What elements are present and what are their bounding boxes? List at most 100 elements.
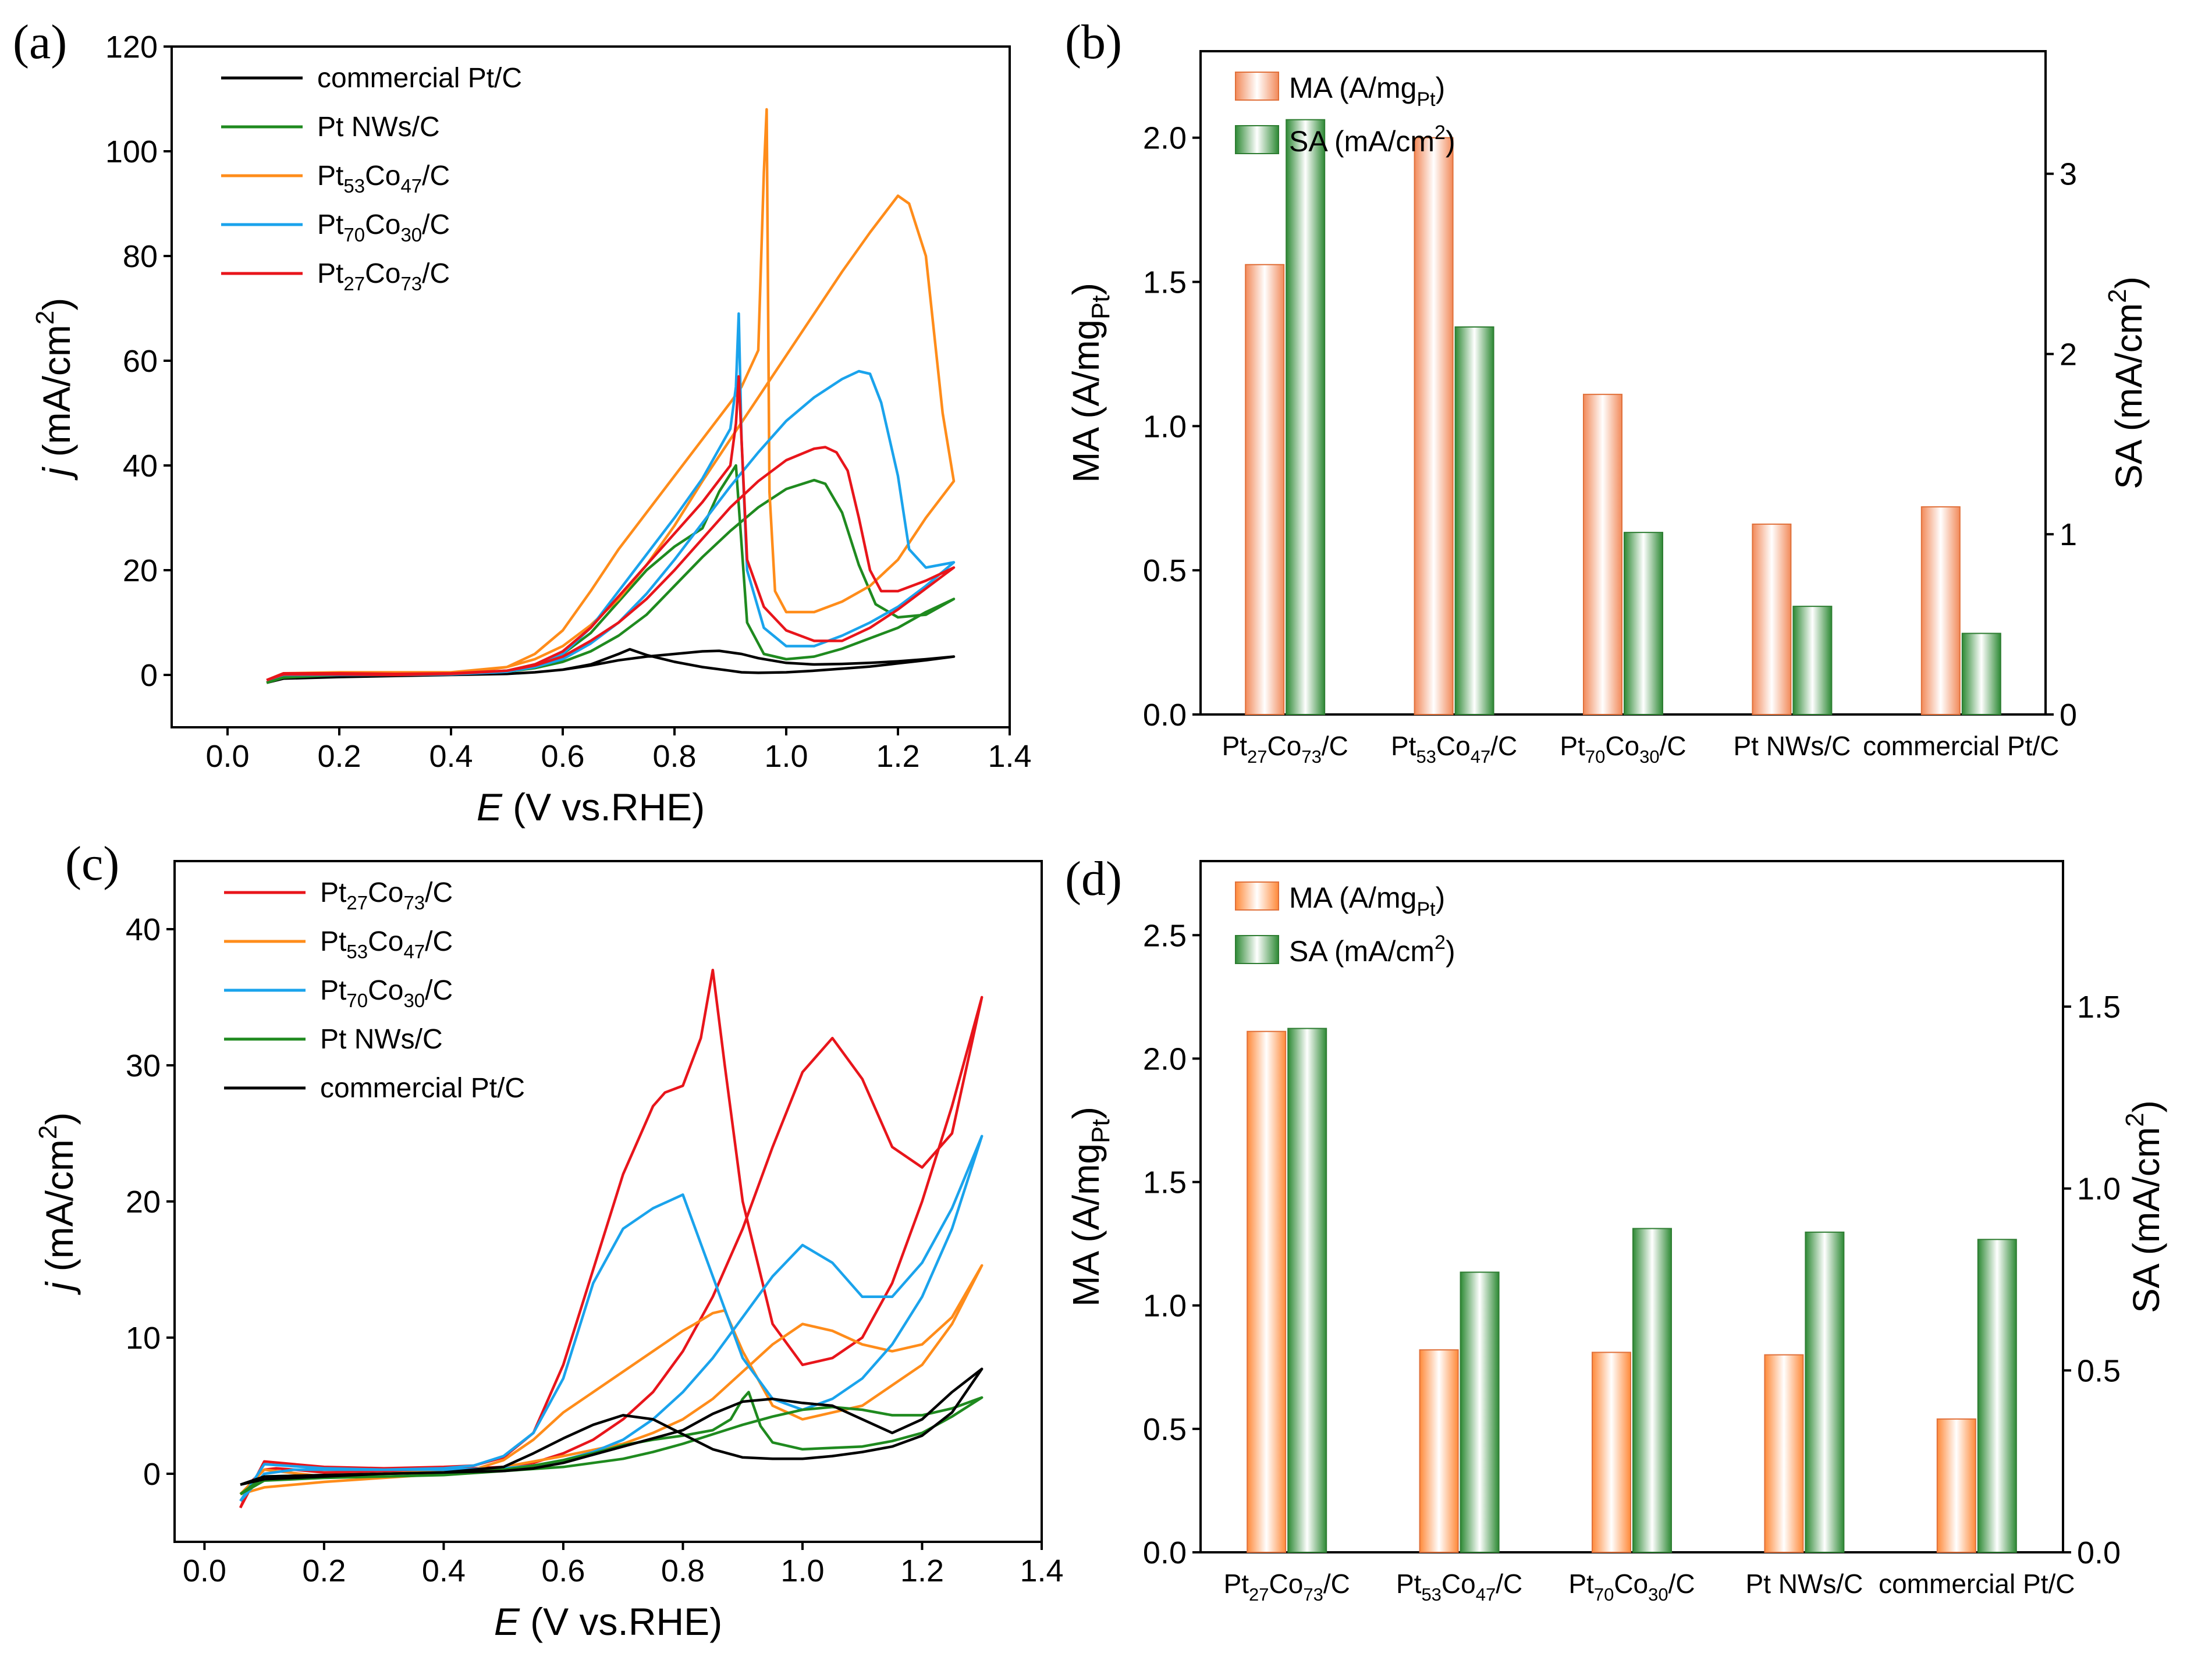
y-tick-label: 60 xyxy=(123,344,158,379)
x-tick-label: 1.2 xyxy=(876,739,919,774)
legend-label: Pt53Co47/C xyxy=(320,926,453,962)
category-label: Pt NWs/C xyxy=(1733,731,1851,761)
y-left-tick-label: 2.5 xyxy=(1143,918,1187,953)
bar-ma xyxy=(1247,1030,1287,1553)
y-tick-label: 20 xyxy=(123,553,158,588)
series-line-pt53co47-c xyxy=(239,1264,983,1496)
y-axis-label: j (mA/cm2) xyxy=(31,298,78,481)
bar-ma xyxy=(1920,506,1961,715)
category-label: Pt70Co30/C xyxy=(1568,1569,1695,1605)
y-right-tick-label: 0.0 xyxy=(2077,1535,2121,1570)
x-axis-label: E (V vs.RHE) xyxy=(494,1600,722,1643)
legend-label: commercial Pt/C xyxy=(320,1073,525,1104)
x-tick-label: 0.8 xyxy=(652,739,696,774)
series-line-pt27co73-c xyxy=(266,375,956,682)
x-tick-label: 0.4 xyxy=(422,1553,466,1588)
series-line-commercial-pt-c xyxy=(240,1367,983,1486)
y-tick-label: 30 xyxy=(126,1048,161,1083)
y-tick-label: 0 xyxy=(143,1457,161,1492)
category-label: commercial Pt/C xyxy=(1879,1569,2075,1599)
panel-label-a: (a) xyxy=(13,15,67,69)
y-tick-label: 120 xyxy=(105,30,158,65)
x-tick-label: 0.8 xyxy=(661,1553,705,1588)
bar-sa xyxy=(1977,1239,2017,1553)
y-right-axis-label: SA (mA/cm2) xyxy=(2103,276,2150,489)
x-tick-label: 0.6 xyxy=(541,1553,585,1588)
category-label: commercial Pt/C xyxy=(1863,731,2059,761)
y-left-tick-label: 1.0 xyxy=(1143,409,1187,444)
y-left-tick-label: 0.0 xyxy=(1143,698,1187,733)
chart-b-activity-bars: Pt27Co73/C Pt53Co47/C Pt70Co30/C Pt NWs/C co… xyxy=(1065,50,2150,767)
x-tick-label: 0.6 xyxy=(541,739,584,774)
y-right-tick-label: 1.0 xyxy=(2077,1172,2121,1207)
y-right-tick-label: 3 xyxy=(2060,157,2077,192)
legend-label: Pt NWs/C xyxy=(320,1024,443,1055)
y-tick-label: 80 xyxy=(123,239,158,274)
y-left-tick-label: 0.0 xyxy=(1143,1535,1187,1570)
plot-frame xyxy=(171,45,1011,728)
category-label: Pt27Co73/C xyxy=(1224,1569,1350,1605)
legend-swatch xyxy=(1235,125,1279,154)
bar-ma xyxy=(1752,523,1792,715)
bar-ma xyxy=(1245,264,1285,716)
x-axis-label: E (V vs.RHE) xyxy=(477,785,705,829)
x-tick-label: 0.2 xyxy=(317,739,361,774)
x-tick-label: 1.0 xyxy=(764,739,808,774)
legend-label: Pt70Co30/C xyxy=(320,975,453,1011)
y-left-tick-label: 0.5 xyxy=(1143,553,1187,588)
bar-sa xyxy=(1287,1028,1327,1553)
bar-ma xyxy=(1419,1349,1459,1553)
legend-label: Pt NWs/C xyxy=(317,112,440,143)
bar-sa xyxy=(1460,1271,1500,1553)
y-left-tick-label: 2.0 xyxy=(1143,121,1187,156)
legend-label: Pt27Co73/C xyxy=(320,877,453,913)
x-tick-label: 1.2 xyxy=(900,1553,944,1588)
y-right-tick-label: 2 xyxy=(2060,337,2077,372)
plot-frame xyxy=(1199,860,2064,1553)
chart-d-activity-bars: Pt27Co73/C Pt53Co47/C Pt70Co30/C Pt NWs/C co… xyxy=(1065,860,2167,1605)
x-tick-label: 1.4 xyxy=(1020,1553,1063,1588)
y-left-axis-label: MA (A/mgPt) xyxy=(1065,283,1115,483)
category-label: Pt53Co47/C xyxy=(1396,1569,1522,1605)
category-label: Pt53Co47/C xyxy=(1391,731,1517,767)
y-left-tick-label: 0.5 xyxy=(1143,1412,1187,1447)
y-right-axis-label: SA (mA/cm2) xyxy=(2121,1100,2167,1313)
bar-ma xyxy=(1592,1352,1631,1553)
legend-label: MA (A/mgPt) xyxy=(1289,72,1445,111)
y-right-tick-label: 1.5 xyxy=(2077,990,2121,1025)
bar-ma xyxy=(1583,393,1622,715)
bar-ma xyxy=(1764,1354,1804,1553)
legend-swatch xyxy=(1235,881,1279,911)
x-tick-label: 0.2 xyxy=(302,1553,346,1588)
bar-sa xyxy=(1286,119,1326,715)
legend-label: SA (mA/cm2) xyxy=(1289,932,1455,968)
legend-label: Pt53Co47/C xyxy=(317,161,450,197)
category-label: Pt27Co73/C xyxy=(1222,731,1348,767)
y-right-tick-label: 0 xyxy=(2060,698,2077,733)
chart-a-cyclic-voltammetry: 0.0 0.2 0.4 0.6 0.8 1.0 1.2 1.4 0 20 40 60 80 100 120 c… xyxy=(31,30,1032,829)
chart-c-cyclic-voltammetry: 0.0 0.2 0.4 0.6 0.8 1.0 1.2 1.4 0 10 20 30 40 Pt27Co7… xyxy=(34,860,1064,1643)
legend-swatch xyxy=(1235,72,1279,101)
y-tick-label: 0 xyxy=(140,658,158,693)
panel-label-c: (c) xyxy=(65,837,119,891)
category-label: Pt70Co30/C xyxy=(1560,731,1686,767)
x-tick-label: 1.4 xyxy=(988,739,1031,774)
x-tick-label: 0.4 xyxy=(429,739,473,774)
x-tick-label: 1.0 xyxy=(780,1553,824,1588)
y-tick-label: 20 xyxy=(126,1185,161,1220)
legend-label: MA (A/mgPt) xyxy=(1289,881,1445,920)
y-tick-label: 40 xyxy=(123,449,158,483)
bar-sa xyxy=(1632,1228,1672,1553)
panel-label-d: (d) xyxy=(1065,852,1122,906)
bar-ma xyxy=(1936,1418,1976,1553)
y-left-axis-label: MA (A/mgPt) xyxy=(1065,1107,1115,1307)
legend-label: Pt70Co30/C xyxy=(317,209,450,246)
y-left-tick-label: 1.5 xyxy=(1143,1165,1187,1200)
bar-sa xyxy=(1961,632,2001,715)
y-left-tick-label: 1.5 xyxy=(1143,265,1187,300)
y-tick-label: 100 xyxy=(105,134,158,169)
legend-swatch xyxy=(1235,935,1279,964)
legend-label: SA (mA/cm2) xyxy=(1289,122,1455,158)
